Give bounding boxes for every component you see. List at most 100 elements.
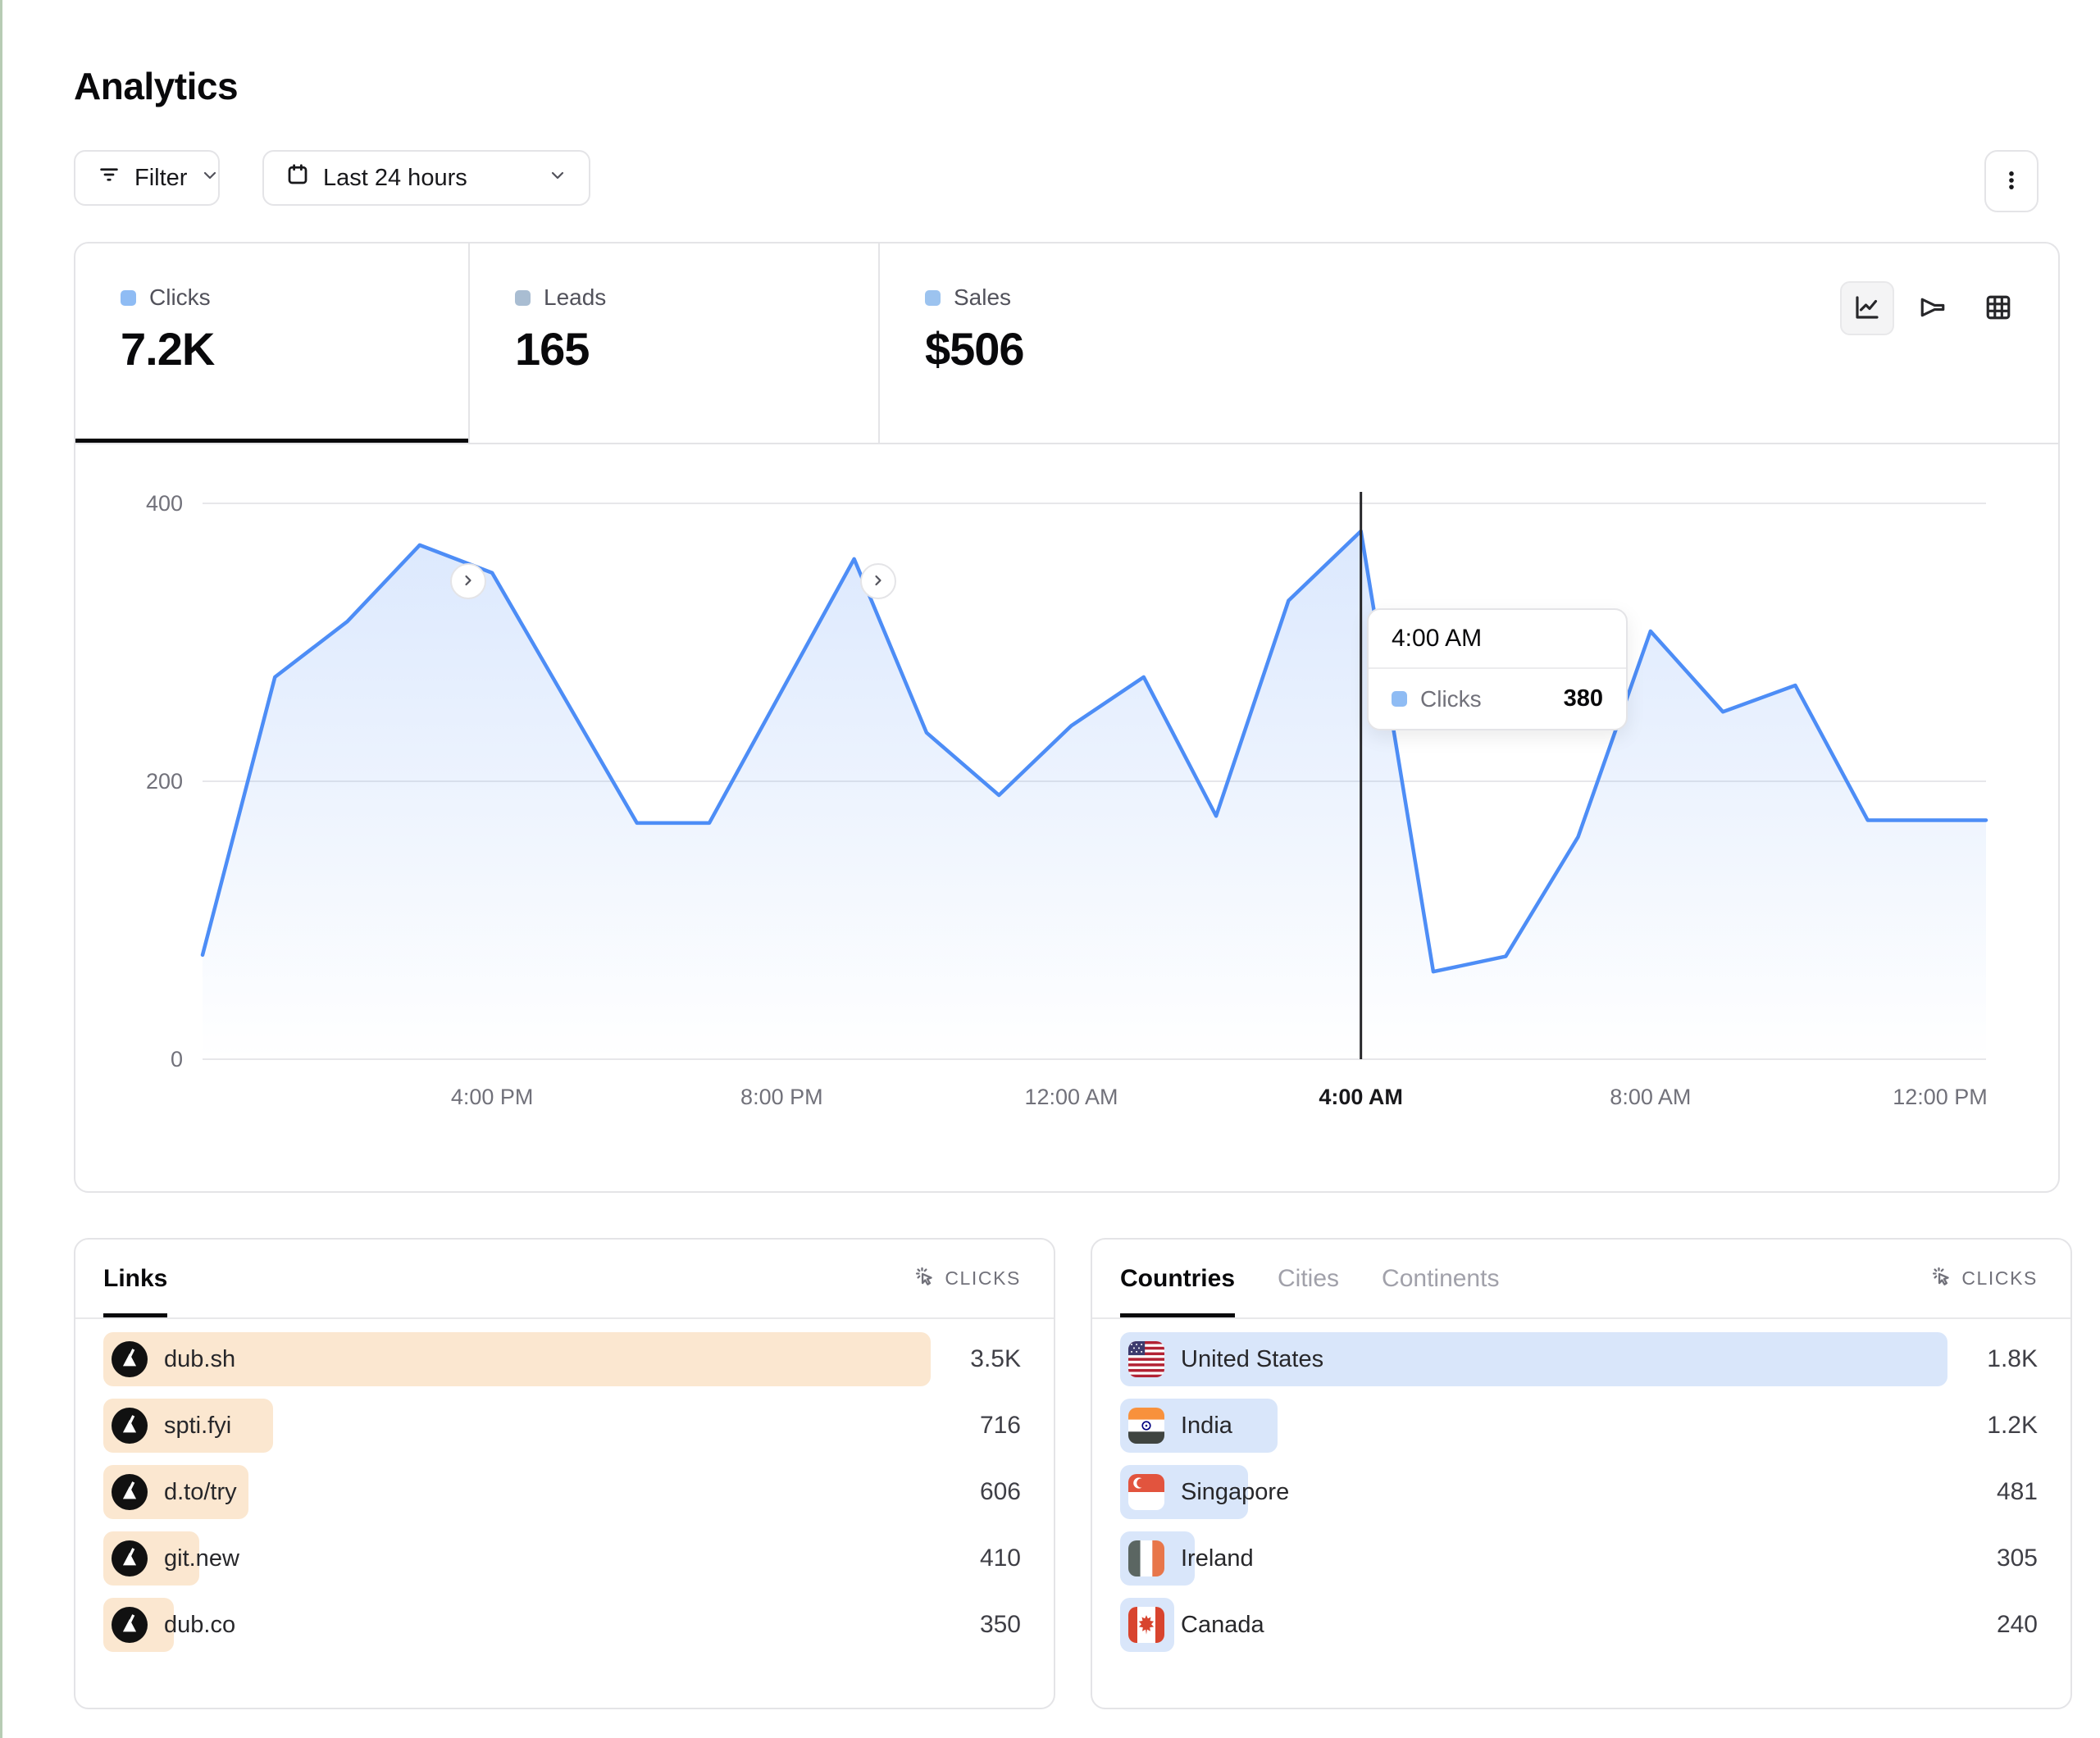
- line-chart-view-button[interactable]: [1840, 281, 1894, 335]
- in-flag-icon: [1128, 1408, 1164, 1444]
- country-row-label: Ireland: [1181, 1545, 1254, 1572]
- link-row-label: dub.sh: [164, 1346, 236, 1372]
- svg-text:400: 400: [146, 491, 183, 516]
- tab-countries[interactable]: Countries: [1120, 1240, 1236, 1317]
- clicks-tab-value: 7.2K: [121, 323, 215, 375]
- country-row-value: 481: [1996, 1478, 2038, 1505]
- chevron-right-icon: [460, 572, 476, 591]
- link-row-value: 410: [979, 1545, 1021, 1572]
- date-range-button[interactable]: Last 24 hours: [262, 150, 590, 206]
- leads-tab-label: Leads: [544, 284, 607, 310]
- chart-tooltip: 4:00 AM Clicks 380: [1367, 608, 1628, 730]
- ca-flag-icon: [1128, 1607, 1164, 1643]
- countries-list: United States 1.8K India 1.2K Singapore …: [1120, 1332, 2038, 1664]
- usage-bar: [1120, 1332, 1947, 1386]
- link-row-label: dub.co: [164, 1612, 236, 1638]
- chevron-right-icon: [870, 572, 886, 591]
- us-flag-icon: [1128, 1341, 1164, 1377]
- tab-continents[interactable]: Continents: [1382, 1264, 1500, 1292]
- links-metric-label: CLICKS: [945, 1267, 1021, 1289]
- ie-flag-icon: [1128, 1540, 1164, 1576]
- dub-favicon-icon: [112, 1474, 148, 1510]
- link-row-label: d.to/try: [164, 1479, 237, 1505]
- country-row[interactable]: Canada 240: [1120, 1598, 2038, 1652]
- dub-favicon-icon: [112, 1540, 148, 1576]
- link-row-value: 606: [979, 1478, 1021, 1505]
- svg-text:4:00 AM: 4:00 AM: [1319, 1085, 1403, 1109]
- countries-panel: Countries Cities Continents CLICKS Unite…: [1091, 1238, 2072, 1709]
- country-row[interactable]: Singapore 481: [1120, 1465, 2038, 1519]
- chevron-down-icon: [200, 165, 220, 192]
- link-row[interactable]: dub.sh 3.5K: [103, 1332, 1021, 1386]
- calendar-icon: [285, 162, 310, 193]
- more-options-button[interactable]: [1984, 150, 2039, 212]
- country-row-label: Canada: [1181, 1612, 1264, 1638]
- stat-divider-chevron-button[interactable]: [450, 563, 486, 599]
- chevron-down-icon: [548, 165, 567, 192]
- usage-bar: [103, 1332, 931, 1386]
- sales-tab-value: $506: [925, 323, 1025, 375]
- clicks-legend-square-icon: [121, 289, 136, 306]
- line-chart-icon: [1852, 293, 1882, 325]
- country-row-value: 1.2K: [1987, 1412, 2038, 1439]
- country-row-label: Singapore: [1181, 1479, 1290, 1505]
- country-row-value: 1.8K: [1987, 1345, 2038, 1372]
- dub-favicon-icon: [112, 1341, 148, 1377]
- stats-row: Clicks 7.2K Leads 165 Sales $506: [75, 243, 2058, 599]
- country-row[interactable]: Ireland 305: [1120, 1531, 2038, 1586]
- table-view-button[interactable]: [1971, 281, 2025, 335]
- svg-text:8:00 AM: 8:00 AM: [1610, 1085, 1691, 1109]
- clicks-chart[interactable]: 0 200 400 4:00 PM 8:00 PM 12:00 AM 4:00 AM 8:00…: [75, 444, 2058, 1191]
- country-row-value: 305: [1996, 1545, 2038, 1572]
- tab-clicks[interactable]: Clicks 7.2K: [75, 243, 468, 443]
- window-edge-strip: [0, 0, 2, 1738]
- link-row[interactable]: d.to/try 606: [103, 1465, 1021, 1519]
- tab-cities[interactable]: Cities: [1278, 1264, 1340, 1292]
- link-row-label: spti.fyi: [164, 1413, 232, 1439]
- dub-favicon-icon: [112, 1408, 148, 1444]
- leads-legend-square-icon: [515, 289, 531, 306]
- filter-icon: [97, 162, 121, 193]
- date-range-label: Last 24 hours: [323, 164, 467, 191]
- tooltip-time: 4:00 AM: [1369, 610, 1626, 669]
- link-row-value: 3.5K: [970, 1345, 1021, 1372]
- country-row-label: United States: [1181, 1346, 1324, 1372]
- sg-flag-icon: [1128, 1474, 1164, 1510]
- funnel-view-button[interactable]: [1906, 281, 1960, 335]
- link-row[interactable]: git.new 410: [103, 1531, 1021, 1586]
- links-panel: Links CLICKS dub.sh 3.5K spti.fyi 716: [74, 1238, 1055, 1709]
- tab-leads[interactable]: Leads 165: [468, 243, 878, 443]
- tab-links[interactable]: Links: [103, 1240, 168, 1317]
- links-list: dub.sh 3.5K spti.fyi 716 d.to/try 606 gi…: [103, 1332, 1021, 1664]
- clicks-tab-label: Clicks: [149, 284, 211, 310]
- svg-text:0: 0: [171, 1047, 183, 1071]
- filter-button-label: Filter: [134, 164, 188, 191]
- link-row[interactable]: spti.fyi 716: [103, 1399, 1021, 1453]
- leads-tab-value: 165: [515, 323, 590, 375]
- active-tab-underline: [75, 439, 468, 443]
- svg-text:200: 200: [146, 769, 183, 794]
- page-title: Analytics: [74, 65, 239, 107]
- kebab-menu-icon: [2000, 166, 2023, 197]
- sales-legend-square-icon: [925, 289, 941, 306]
- clicks-legend-square-icon: [1392, 691, 1407, 707]
- country-row[interactable]: United States 1.8K: [1120, 1332, 2038, 1386]
- tooltip-series-label: Clicks: [1420, 685, 1482, 712]
- stat-divider-chevron-button[interactable]: [860, 563, 896, 599]
- tooltip-value: 380: [1563, 685, 1603, 712]
- cursor-click-icon: [913, 1265, 936, 1293]
- link-row-label: git.new: [164, 1545, 239, 1572]
- country-row-value: 240: [1996, 1611, 2038, 1638]
- link-row[interactable]: dub.co 350: [103, 1598, 1021, 1652]
- chart-view-toggles: [1840, 281, 2025, 335]
- svg-text:8:00 PM: 8:00 PM: [740, 1085, 823, 1109]
- link-row-value: 350: [979, 1611, 1021, 1638]
- funnel-icon: [1918, 293, 1947, 325]
- filter-button[interactable]: Filter: [74, 150, 220, 206]
- svg-text:4:00 PM: 4:00 PM: [451, 1085, 534, 1109]
- country-row-label: India: [1181, 1413, 1232, 1439]
- tab-sales[interactable]: Sales $506: [878, 243, 1272, 443]
- cursor-click-icon: [1930, 1265, 1953, 1293]
- table-grid-icon: [1984, 293, 2013, 325]
- country-row[interactable]: India 1.2K: [1120, 1399, 2038, 1453]
